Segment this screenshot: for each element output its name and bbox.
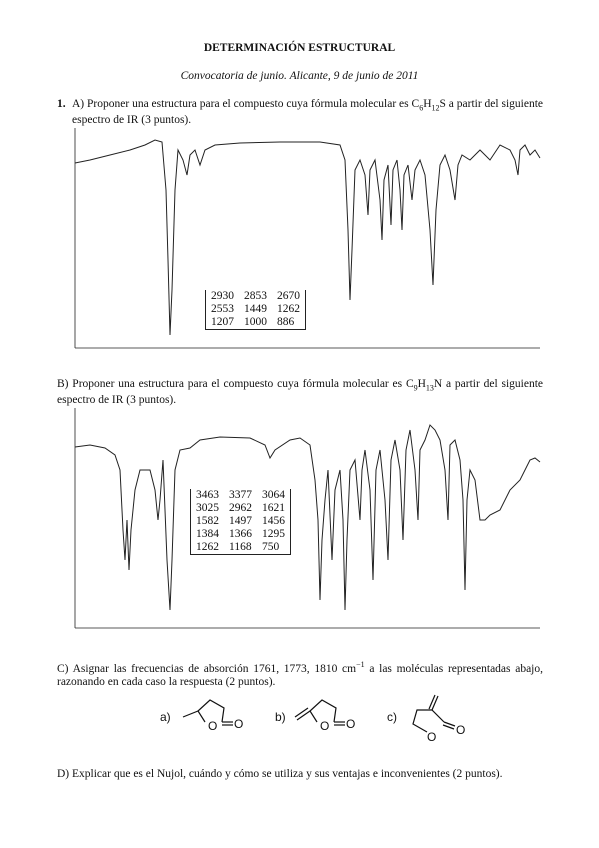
peak-row: 2930 2853 2670 <box>205 288 306 303</box>
peak-value: 1497 <box>229 515 252 527</box>
peak-value: 2962 <box>229 502 252 514</box>
question-text: a las moléculas representadas abajo, raz… <box>57 662 543 688</box>
formula-element: S <box>439 98 446 110</box>
title: DETERMINACIÓN ESTRUCTURAL <box>203 42 396 54</box>
question-b: B) Proponer una estructura para el compu… <box>57 378 543 407</box>
peak-table: 3463 3377 3064 3025 2962 1621 1582 1497 1456 1384… <box>190 485 291 555</box>
peak-value: 1207 <box>211 316 234 328</box>
question-d: D) Explicar que es el Nujol, cuándo y có… <box>57 768 543 781</box>
peak-value: 1449 <box>244 303 267 315</box>
bond <box>182 710 199 718</box>
peak-row: 3025 2962 1621 <box>191 502 291 515</box>
peak-value: 2553 <box>211 303 234 315</box>
ir-spectrum-1 <box>74 128 541 349</box>
bond <box>431 695 439 711</box>
part-label: A) <box>72 98 85 110</box>
question-text: a partir del siguiente espectro de IR (3… <box>57 378 543 407</box>
peak-value: 2930 <box>211 290 234 302</box>
part-label: C) <box>57 662 69 675</box>
peak-value: 3377 <box>229 489 252 501</box>
ring <box>197 699 225 723</box>
atom: O <box>427 730 436 744</box>
atom: O <box>208 719 217 733</box>
formula-subscript: 9 <box>413 383 418 393</box>
subtitle: Convocatoria de junio. Alicante, 9 de ju… <box>180 70 419 82</box>
ring <box>412 709 445 733</box>
formula-element: C <box>405 378 414 390</box>
molecule-b: b) O O <box>275 699 355 733</box>
question-text: Proponer una estructura para el compuest… <box>72 378 406 390</box>
question-text: Asignar las frecuencias de absorción 176… <box>72 662 357 675</box>
unit-exponent: −1 <box>356 660 365 669</box>
peak-value: 1000 <box>244 316 267 328</box>
peak-row: 1207 1000 886 <box>206 316 306 330</box>
ring <box>309 699 337 723</box>
peak-row: 1582 1497 1456 <box>191 515 291 528</box>
formula-element: H <box>417 378 426 390</box>
peak-table-body: 3463 3377 3064 3025 2962 1621 1582 1497 1456 1384… <box>190 487 291 555</box>
bond <box>294 707 309 718</box>
peak-value: 2853 <box>244 290 267 302</box>
molecule-c: c) O O <box>387 694 465 744</box>
formula-subscript: 13 <box>425 383 434 393</box>
peak-value: 3463 <box>196 489 219 501</box>
ir-spectrum-2 <box>74 408 541 629</box>
atom: O <box>234 717 243 731</box>
spectrum-trace <box>74 424 541 611</box>
peak-value: 1366 <box>229 528 252 540</box>
peak-value: 1621 <box>262 502 285 514</box>
part-label: D) <box>57 768 70 780</box>
formula-element: H <box>423 98 432 110</box>
peak-value: 750 <box>262 541 280 553</box>
peak-value: 1262 <box>277 303 300 315</box>
formula-subscript: 6 <box>419 103 424 113</box>
molecule-label: b) <box>275 710 286 724</box>
bond <box>442 724 455 730</box>
formula-subscript: 12 <box>431 103 440 113</box>
bond <box>296 710 311 721</box>
peak-table: 2930 2853 2670 2553 1449 1262 1207 1000 886 <box>205 286 306 330</box>
peak-value: 3025 <box>196 502 219 514</box>
bond <box>428 694 436 710</box>
peak-value: 886 <box>277 316 295 328</box>
question-text: Proponer una estructura para el compuest… <box>87 98 412 110</box>
peak-row: 3463 3377 3064 <box>190 487 291 502</box>
peak-row: 1262 1168 750 <box>191 541 291 555</box>
peak-table-body: 2930 2853 2670 2553 1449 1262 1207 1000 886 <box>205 288 306 330</box>
peak-value: 1582 <box>196 515 219 527</box>
peak-row: 2553 1449 1262 <box>206 303 306 316</box>
bond <box>443 721 456 727</box>
peak-value: 2670 <box>277 290 300 302</box>
molecule-label: c) <box>387 710 397 724</box>
molecule-a: a) O O <box>160 699 243 733</box>
question-text: Explicar que es el Nujol, cuándo y cómo … <box>72 768 503 780</box>
spectrum-trace <box>74 139 541 336</box>
molecule-label: a) <box>160 710 171 724</box>
peak-value: 1456 <box>262 515 285 527</box>
peak-value: 1295 <box>262 528 285 540</box>
peak-value: 3064 <box>262 489 285 501</box>
formula-element: N <box>433 378 443 390</box>
question-number: 1. <box>57 98 66 110</box>
part-label: B) <box>57 378 69 390</box>
peak-value: 1168 <box>229 541 252 553</box>
atom: O <box>320 719 329 733</box>
peak-value: 1262 <box>196 541 219 553</box>
question-c: C) Asignar las frecuencias de absorción … <box>57 658 543 689</box>
peak-row: 1384 1366 1295 <box>191 528 291 541</box>
formula-element: C <box>411 98 420 110</box>
atom: O <box>346 717 355 731</box>
atom: O <box>456 723 465 737</box>
question-text: a partir del siguiente espectro de IR (3… <box>72 98 544 127</box>
question-a: 1. A) Proponer una estructura para el com… <box>57 98 544 127</box>
peak-value: 1384 <box>196 528 219 540</box>
